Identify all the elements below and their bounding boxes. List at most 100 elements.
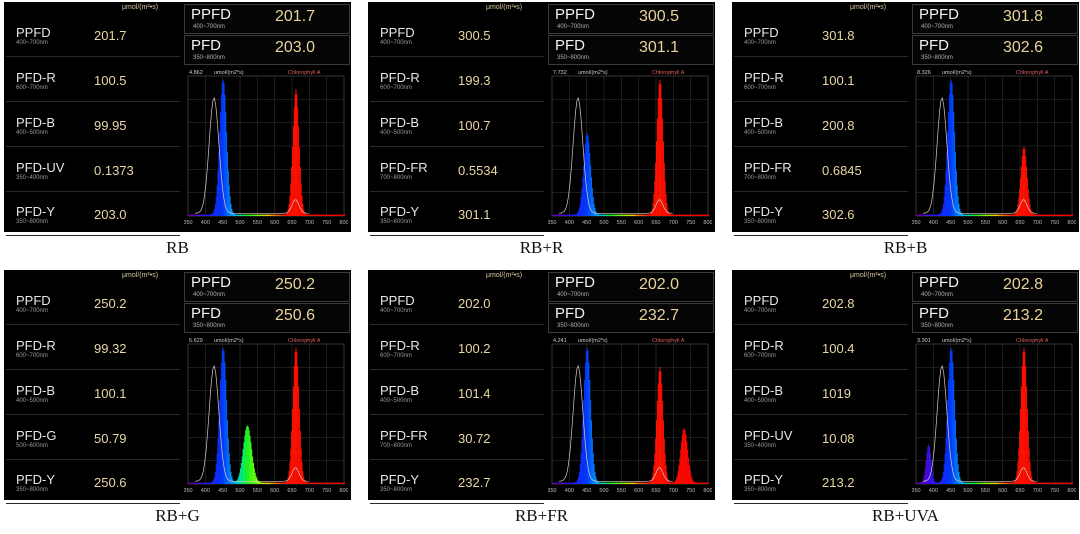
spectrum-bar: [597, 214, 599, 216]
spectrum-bar: [622, 482, 624, 484]
spectrum-bar: [606, 214, 608, 216]
measurement-name: PPFD: [744, 293, 779, 308]
spectrum-bar: [697, 482, 699, 484]
spectrum-bar: [214, 208, 215, 216]
measurement-row: PFD-Y 350~800nm 213.2: [734, 459, 908, 504]
spectrum-bar: [306, 482, 308, 484]
pfd-summary-value: 232.7: [639, 307, 680, 324]
spectrum-bar: [657, 98, 659, 216]
measurement-value: 100.1: [94, 386, 127, 401]
spectrum-bar: [923, 214, 925, 216]
spectrum-bar: [558, 482, 560, 484]
spectrum-bar: [282, 482, 284, 484]
spectrum-bar: [254, 472, 256, 484]
pfd-summary-box: PFD 350~800nm 203.0: [184, 35, 350, 65]
spectrum-bar: [695, 482, 696, 484]
ppfd-summary-box: PPFD 400~700nm 300.5: [548, 4, 714, 34]
spectrum-bar: [581, 438, 583, 484]
spectrum-bar: [250, 442, 252, 484]
spectrum-bar: [1010, 214, 1012, 216]
spectrum-bar: [272, 482, 274, 484]
spectrum-bar: [297, 366, 299, 484]
spectrum-bar: [310, 482, 312, 484]
spectrum-bar: [1019, 188, 1021, 216]
spectrum-bar: [276, 482, 278, 484]
spectrum-bar: [1046, 482, 1048, 484]
spectrum-bar: [1026, 386, 1028, 484]
spectrum-bar: [660, 83, 662, 216]
spectrum-bar: [647, 482, 649, 484]
spectrum-bar: [1046, 214, 1047, 216]
spectrum-bar: [1023, 146, 1025, 216]
spectrum-bar: [201, 482, 203, 484]
spectrum-bar: [1045, 482, 1047, 484]
spectrum-bar: [584, 153, 586, 216]
x-tick-label: 450: [218, 488, 227, 494]
spectrum-bar: [281, 214, 283, 216]
spectrum-bar: [266, 214, 267, 216]
spectrum-bar: [956, 453, 958, 484]
spectrum-bar: [275, 214, 277, 216]
spectrum-bar: [299, 430, 301, 484]
spectrum-bar: [331, 214, 333, 216]
spectrum-bar: [330, 482, 332, 484]
x-tick-label: 400: [565, 488, 574, 494]
measurement-name: PFD-FR: [380, 428, 428, 443]
spectrum-bar: [609, 482, 611, 484]
spectrum-bar: [1000, 214, 1002, 216]
spectrum-bar: [666, 472, 668, 484]
measurement-row: PFD-B 400~500nm 101.4: [370, 370, 544, 415]
measurement-row: PFD-UV 350~400nm 0.1373: [6, 147, 180, 192]
spectrum-bar: [316, 214, 318, 216]
spectrum-bar: [251, 449, 253, 484]
spectrum-bar: [1039, 214, 1041, 216]
spectrum-bar: [217, 170, 219, 216]
spectrum-bar: [998, 482, 1000, 484]
x-tick-label: 550: [617, 220, 626, 226]
spectrum-chart: 4.241 umol/(m2*s) Chlorophyll A 350 400 450 50…: [548, 338, 712, 494]
spectrum-bar: [971, 482, 973, 484]
ppfd-summary-value: 301.8: [1003, 8, 1044, 25]
measurement-range: 600~700nm: [744, 353, 776, 359]
spectrum-bar: [216, 185, 218, 216]
spectrum-unit-label: umol/(m2*s): [214, 70, 244, 76]
spectrometer-panel: μmol/(m²•s) PPFD 400~700nm 202.8 PFD-R 600~70…: [732, 270, 1079, 504]
spectrum-bar: [1010, 482, 1012, 484]
spectrum-bar: [208, 214, 210, 216]
spectrometer-panel: μmol/(m²•s) PPFD 400~700nm 201.7 PFD-R 600~70…: [4, 2, 351, 236]
spectrum-bar: [1006, 214, 1008, 216]
spectrum-bar: [1006, 482, 1008, 484]
spectrum-bar: [668, 480, 670, 484]
measurement-name: PFD-R: [16, 70, 56, 85]
pfd-summary-name: PFD: [191, 305, 221, 322]
spectrum-bar: [603, 482, 605, 484]
spectrum-chart: 7.732 umol/(m2*s) Chlorophyll A 350 400 450 50…: [548, 70, 712, 226]
spectrum-bar: [972, 214, 974, 216]
spectrum-bar: [939, 213, 941, 216]
spectrum-bar: [663, 162, 665, 216]
spectrum-bar: [591, 177, 592, 216]
x-tick-label: 350: [184, 488, 193, 494]
spectrum-bar: [1032, 479, 1034, 484]
spectrum-bar: [945, 438, 947, 484]
spectrum-bar: [955, 152, 956, 216]
spectrum-bar: [275, 482, 277, 484]
spectrum-bar: [685, 214, 687, 216]
spectrum-bar: [616, 482, 618, 484]
spectrum-bar: [1030, 208, 1032, 216]
x-tick-label: 800: [1067, 488, 1076, 494]
ppfd-summary-name: PPFD: [919, 274, 960, 291]
spectrum-bar: [246, 425, 248, 484]
spectrum-bar: [961, 481, 963, 484]
spectrum-bar: [204, 214, 206, 216]
spectrum-bar: [557, 482, 559, 484]
spectrum-bar: [285, 482, 287, 484]
spectrum-bar: [604, 482, 606, 484]
spectrum-bar: [572, 214, 574, 216]
spectrum-bar: [706, 214, 708, 216]
spectrum-bar: [1060, 482, 1062, 484]
x-tick-label: 500: [599, 220, 608, 226]
spectrum-bar: [1067, 214, 1069, 216]
spectrum-bar: [969, 482, 971, 484]
spectrum-bar: [203, 482, 205, 484]
